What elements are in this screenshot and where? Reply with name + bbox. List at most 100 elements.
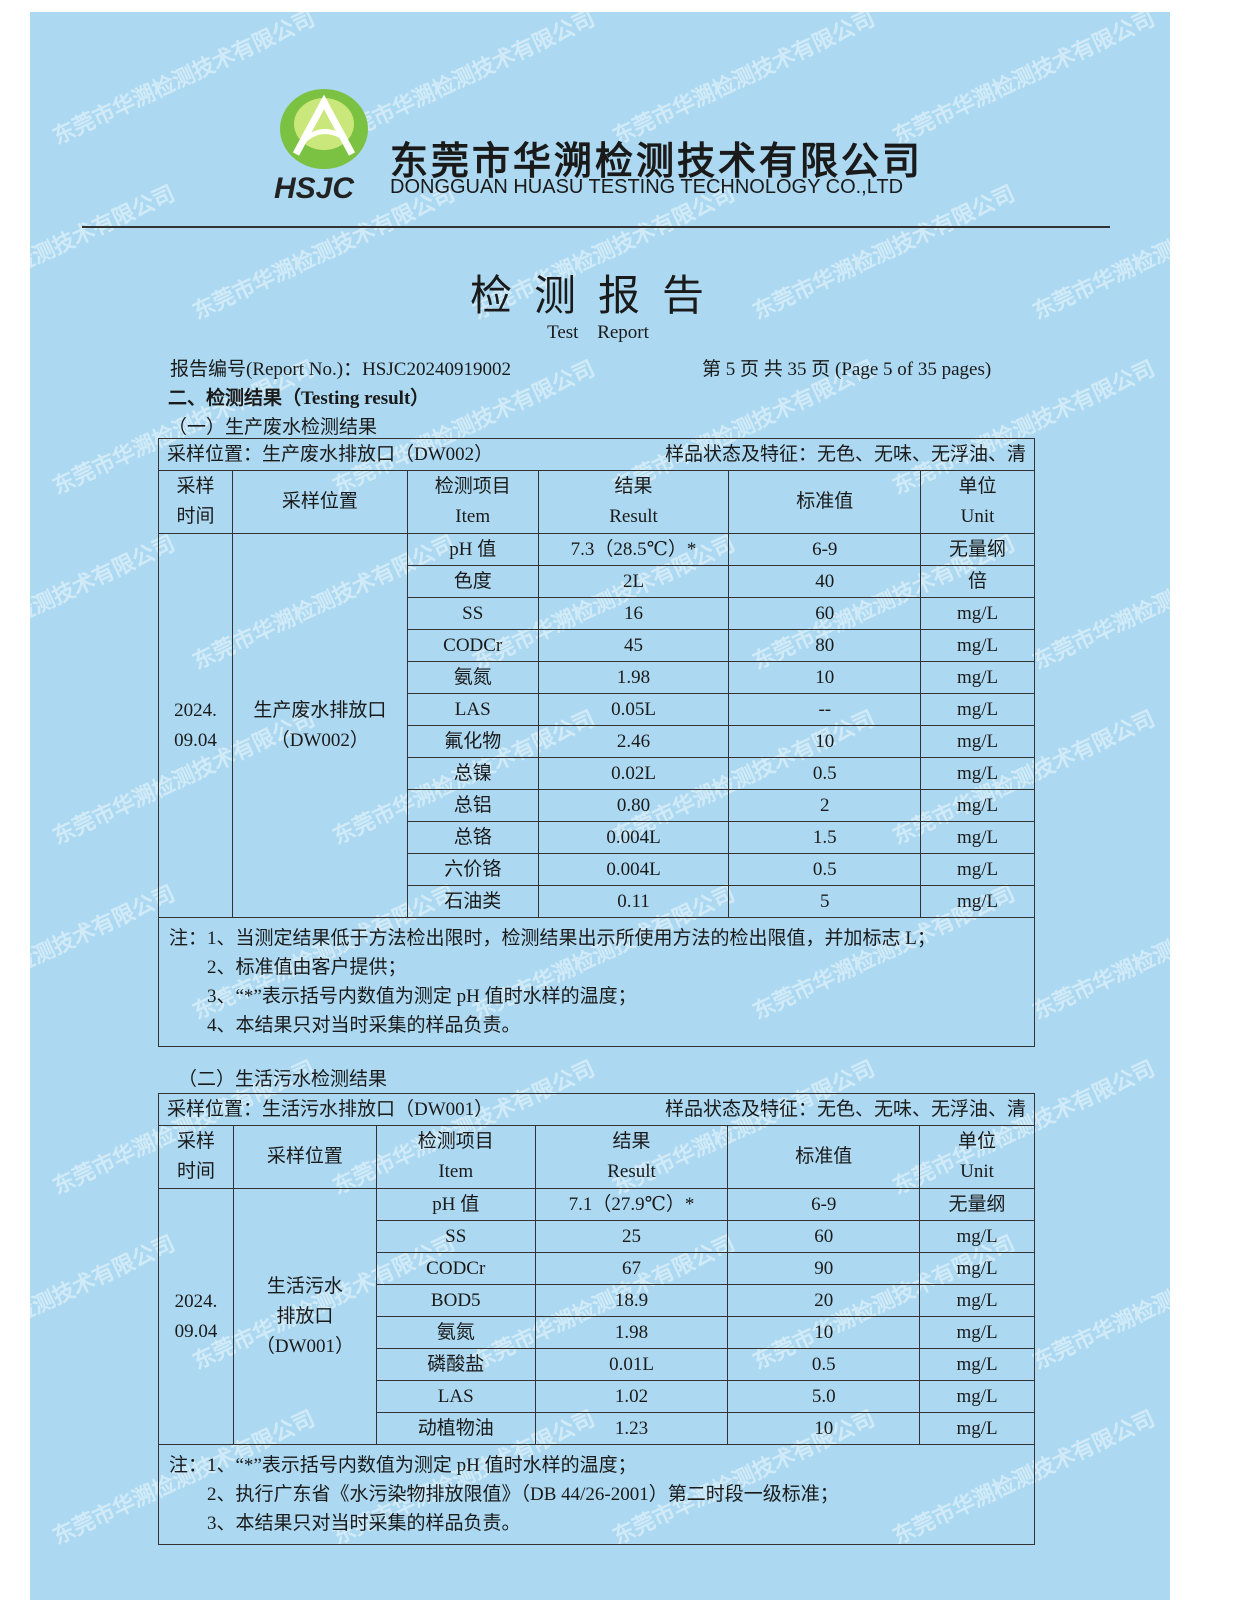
company-name-cn: 东莞市华溯检测技术有限公司 [390,139,924,183]
standard-value: 2 [728,789,922,822]
table-row: 六价铬 0.004L 0.5 mg/L [159,853,1035,886]
result: 0.004L [537,853,730,886]
unit: 倍 [920,565,1035,598]
report-title-en: Test Report [547,322,649,343]
sampling-site: 生产废水排放口 （DW002） [231,533,408,918]
notes-row: 注：1、当测定结果低于方法检出限时，检测结果出示所使用方法的检出限值，并加标志 … [158,917,1035,1047]
result: 45 [537,629,730,662]
standard-value: 0.5 [728,757,922,790]
test-item: BOD5 [375,1284,536,1317]
test-item: 石油类 [406,885,539,918]
domestic-sewage-table: 采样位置：生活污水排放口（DW001） 样品状态及特征：无色、无味、无浮油、清 采样… [158,1093,1035,1545]
header-row: 采样 时间 采样位置 检测项目 Item 结果 Result 标准值 单位 Unit [158,470,1035,534]
standard-value: 5.0 [727,1380,921,1413]
standard-value: 5 [728,885,922,918]
standard-value: 40 [728,565,922,598]
unit: mg/L [920,725,1035,758]
unit: 无量纲 [920,533,1035,566]
test-item: SS [406,597,539,630]
test-item: 总铝 [406,789,539,822]
table-row: 2024. 09.04 生活污水 排放口 （DW001） pH 值 7.1（27.9℃… [158,1188,1035,1445]
result: 16 [537,597,730,630]
note-line: 4、本结果只对当时采集的样品负责。 [169,1015,521,1036]
unit: mg/L [919,1380,1035,1413]
industrial-wastewater-table: 采样位置：生产废水排放口（DW002） 样品状态及特征：无色、无味、无浮油、清 采样… [158,438,1035,1047]
unit: mg/L [920,789,1035,822]
test-item: CODCr [406,629,539,662]
report-title: 检测报告 [469,274,726,320]
standard-value: 1.5 [728,821,922,854]
standard-value: -- [728,693,922,726]
standard-value: 0.5 [727,1348,921,1381]
standard-value: 6-9 [727,1188,921,1221]
test-item: pH 值 [406,533,539,566]
unit: mg/L [920,853,1035,886]
test-item: SS [375,1220,536,1253]
report-number: 报告编号(Report No.)：HSJC20240919002 [170,359,511,380]
unit: mg/L [919,1412,1035,1445]
column-header: 单位 Unit [920,470,1035,534]
section-title: 二、检测结果（Testing result） [168,388,430,409]
unit: mg/L [919,1220,1035,1253]
result: 1.98 [534,1316,729,1349]
result: 0.004L [537,821,730,854]
result: 2.46 [537,725,730,758]
notes-row: 注：1、“*”表示括号内数值为测定 pH 值时水样的温度； 2、执行广东省《水污… [158,1444,1035,1545]
table-row: 氨氮 1.98 10 mg/L [159,1316,1035,1349]
notes: 注：1、当测定结果低于方法检出限时，检测结果出示所使用方法的检出限值，并加标志 … [158,917,1035,1047]
table-row: SS 16 60 mg/L [159,597,1035,630]
header-divider [82,226,1110,228]
standard-value: 10 [727,1316,921,1349]
result: 0.02L [537,757,730,790]
logo-text: HSJC [274,172,355,205]
standard-value: 20 [727,1284,921,1317]
result: 7.3（28.5℃）* [537,533,730,566]
sampling-info: 采样位置：生产废水排放口（DW002） 样品状态及特征：无色、无味、无浮油、清 [158,438,1035,471]
table-row: CODCr 67 90 mg/L [159,1252,1035,1285]
sampling-location: 采样位置：生活污水排放口（DW001） [167,1098,494,1120]
scan-margin [1170,0,1236,1600]
notes: 注：1、“*”表示括号内数值为测定 pH 值时水样的温度； 2、执行广东省《水污… [158,1444,1035,1545]
test-item: LAS [406,693,539,726]
unit: mg/L [920,757,1035,790]
table-row: LAS 1.02 5.0 mg/L [159,1380,1035,1413]
result: 25 [534,1220,729,1253]
header-row: 采样 时间 采样位置 检测项目 Item 结果 Result 标准值 单位 Unit [158,1125,1035,1189]
table-row: 总镍 0.02L 0.5 mg/L [159,757,1035,790]
company-name-en: DONGGUAN HUASU TESTING TECHNOLOGY CO.,LT… [390,176,904,198]
unit: mg/L [919,1252,1035,1285]
result: 0.80 [537,789,730,822]
test-item: 氨氮 [375,1316,536,1349]
test-item: 动植物油 [375,1412,536,1445]
standard-value: 10 [727,1412,921,1445]
sampling-info-row: 采样位置：生活污水排放口（DW001） 样品状态及特征：无色、无味、无浮油、清 [158,1093,1035,1126]
standard-value: 6-9 [728,533,922,566]
sample-state: 样品状态及特征：无色、无味、无浮油、清 [664,443,1026,465]
table-row: 总铝 0.80 2 mg/L [159,789,1035,822]
unit: mg/L [920,597,1035,630]
column-header: 单位 Unit [919,1125,1035,1189]
test-item: 氨氮 [406,661,539,694]
company-logo [280,89,368,169]
column-header: 标准值 [727,1125,921,1189]
note-line: 3、“*”表示括号内数值为测定 pH 值时水样的温度； [169,986,637,1007]
column-header: 结果 Result [534,1125,729,1189]
column-header: 采样位置 [232,1125,377,1189]
result: 2L [537,565,730,598]
column-header: 采样位置 [231,470,408,534]
unit: mg/L [920,693,1035,726]
page-info: 第 5 页 共 35 页 (Page 5 of 35 pages) [702,359,992,380]
result: 1.02 [534,1380,729,1413]
result: 18.9 [534,1284,729,1317]
test-item: 总镍 [406,757,539,790]
column-header: 采样 时间 [158,470,233,534]
test-item: LAS [375,1380,536,1413]
test-item: 氟化物 [406,725,539,758]
column-header: 采样 时间 [158,1125,234,1189]
test-item: CODCr [375,1252,536,1285]
unit: mg/L [920,661,1035,694]
sample-state: 样品状态及特征：无色、无味、无浮油、清 [664,1098,1026,1120]
result: 0.01L [534,1348,729,1381]
standard-value: 60 [728,597,922,630]
note-line: 注：1、“*”表示括号内数值为测定 pH 值时水样的温度； [169,1455,637,1476]
